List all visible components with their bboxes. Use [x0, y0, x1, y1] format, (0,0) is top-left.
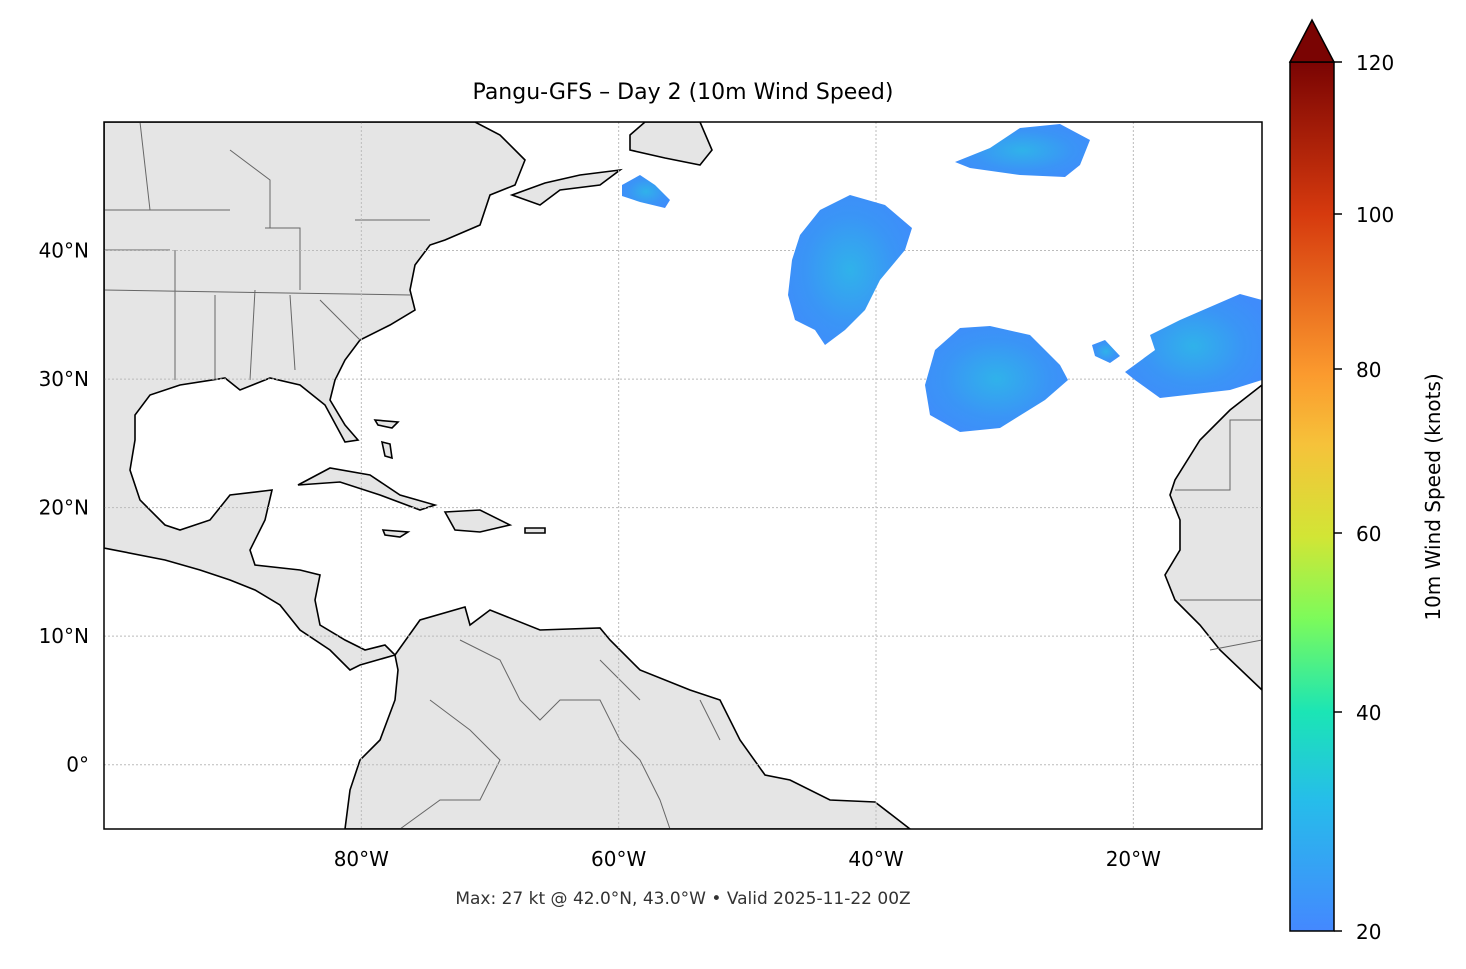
wind-speed-field — [622, 124, 1262, 432]
lon-tick-label: 40°W — [848, 847, 903, 871]
lat-tick-label: 40°N — [39, 239, 89, 263]
lon-tick-label: 80°W — [334, 847, 389, 871]
wind-region — [788, 195, 912, 345]
land-africa — [1164, 383, 1262, 692]
lon-axis: 80°W 60°W 40°W 20°W — [334, 847, 1161, 871]
wind-region — [925, 326, 1068, 432]
lon-tick-label: 20°W — [1106, 847, 1161, 871]
footer-max-valid: Max: 27 kt @ 42.0°N, 43.0°W • Valid 2025… — [455, 889, 910, 909]
colorbar-extend-arrow — [1288, 18, 1336, 63]
colorbar-gradient — [1289, 61, 1335, 932]
wind-region — [1092, 340, 1120, 363]
land-bahamas — [373, 419, 400, 460]
land-cuba — [297, 467, 438, 511]
chart-title: Pangu-GFS – Day 2 (10m Wind Speed) — [473, 80, 894, 105]
wind-region — [622, 175, 670, 208]
land — [104, 122, 1262, 829]
map-frame — [103, 121, 1263, 830]
colorbar-label: 10m Wind Speed (knots) — [1421, 373, 1445, 620]
borders — [104, 122, 1262, 829]
lat-tick-label: 0° — [66, 753, 89, 777]
wind-region — [955, 124, 1090, 177]
land-hispaniola — [443, 509, 513, 533]
lat-tick-label: 30°N — [39, 367, 89, 391]
lat-tick-label: 20°N — [39, 496, 89, 520]
land-newfoundland — [629, 122, 713, 166]
wind-region — [1125, 294, 1262, 398]
colorbar-tick-label: 60 — [1356, 522, 1381, 546]
lon-tick-label: 60°W — [591, 847, 646, 871]
land-south-america — [344, 606, 912, 829]
land-north-america — [104, 122, 526, 671]
colorbar: 120 100 80 60 40 20 10m Wind Speed (knots) — [1288, 18, 1445, 944]
land-puerto-rico — [524, 527, 546, 534]
colorbar-tick-label: 40 — [1356, 701, 1381, 725]
gridlines — [104, 122, 1262, 829]
colorbar-tick-label: 20 — [1356, 920, 1381, 944]
land-jamaica — [381, 529, 411, 538]
colorbar-tick-label: 120 — [1356, 51, 1394, 75]
land-nova-scotia — [509, 168, 623, 206]
colorbar-tick-label: 100 — [1356, 203, 1394, 227]
lat-axis: 40°N 30°N 20°N 10°N 0° — [39, 239, 89, 777]
map-area[interactable] — [104, 122, 1262, 829]
lat-tick-label: 10°N — [39, 624, 89, 648]
colorbar-tick-label: 80 — [1356, 358, 1381, 382]
